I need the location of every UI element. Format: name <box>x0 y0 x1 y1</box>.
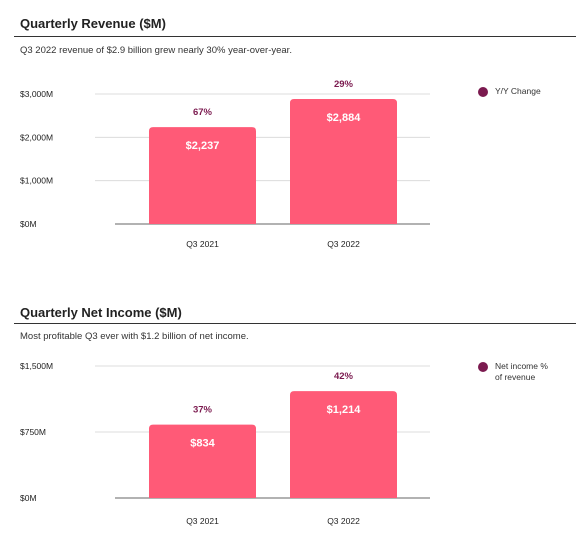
y-tick-label: $0M <box>20 493 37 503</box>
x-category-label: Q3 2022 <box>327 239 360 249</box>
x-category-label: Q3 2021 <box>186 516 219 526</box>
y-tick-label: $1,000M <box>20 176 53 186</box>
bar-value-label: $834 <box>190 438 215 450</box>
revenue-chart-plot: $0M $1,000M $2,000M $3,000M $2,237 67% Q3 2021… <box>20 79 430 249</box>
bar-value-label: $2,237 <box>186 140 220 152</box>
net-income-legend-label: Net income % of revenue <box>495 361 548 382</box>
x-category-label: Q3 2022 <box>327 516 360 526</box>
y-tick-label: $3,000M <box>20 89 53 99</box>
legend-marker-icon <box>478 362 488 372</box>
percent-change-label: 42% <box>334 371 354 382</box>
revenue-legend: Y/Y Change <box>478 86 557 97</box>
net-income-legend: Net income % of revenue <box>478 361 557 383</box>
y-tick-label: $0M <box>20 219 37 229</box>
revenue-title-rule <box>14 36 576 37</box>
net-income-bar <box>149 424 256 498</box>
revenue-legend-label: Y/Y Change <box>495 86 541 96</box>
legend-marker-icon <box>478 87 488 97</box>
y-tick-label: $750M <box>20 427 46 437</box>
percent-change-label: 29% <box>334 79 354 90</box>
net-income-chart-title: Quarterly Net Income ($M) <box>20 305 182 320</box>
bar-value-label: $2,884 <box>327 112 362 124</box>
net-income-chart-subtitle: Most profitable Q3 ever with $1.2 billio… <box>20 331 249 342</box>
revenue-bar <box>149 127 256 224</box>
revenue-bar <box>290 99 397 224</box>
y-tick-label: $1,500M <box>20 361 53 371</box>
percent-change-label: 67% <box>193 107 213 118</box>
revenue-chart-subtitle: Q3 2022 revenue of $2.9 billion grew nea… <box>20 45 292 56</box>
net-income-title-rule <box>14 323 576 324</box>
net-income-bar <box>290 391 397 498</box>
percent-change-label: 37% <box>193 405 213 416</box>
revenue-chart-title: Quarterly Revenue ($M) <box>20 16 166 31</box>
x-category-label: Q3 2021 <box>186 239 219 249</box>
bar-value-label: $1,214 <box>327 404 362 416</box>
y-tick-label: $2,000M <box>20 132 53 142</box>
revenue-chart-panel: Quarterly Revenue ($M) Q3 2022 revenue o… <box>0 0 576 268</box>
